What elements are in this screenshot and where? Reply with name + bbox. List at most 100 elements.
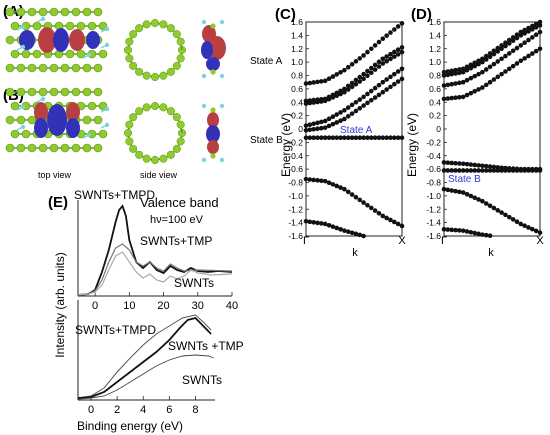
orbital-lobe bbox=[66, 102, 80, 122]
band-point bbox=[303, 135, 309, 140]
band-point bbox=[392, 219, 397, 225]
band-point bbox=[503, 40, 508, 46]
band-point bbox=[468, 229, 474, 235]
carbon-atom bbox=[159, 20, 168, 29]
band-point bbox=[349, 111, 355, 116]
band-point bbox=[464, 64, 470, 70]
carbon-atom bbox=[21, 129, 31, 139]
y-tick-label: -0.2 bbox=[288, 137, 303, 147]
band-point bbox=[491, 48, 497, 54]
band-point bbox=[518, 168, 524, 173]
band-point bbox=[349, 102, 355, 108]
band-point bbox=[315, 120, 320, 126]
y-tick-label: 1.4 bbox=[429, 30, 441, 40]
carbon-atom bbox=[49, 7, 59, 17]
band-point bbox=[353, 81, 359, 87]
band-point bbox=[453, 168, 458, 173]
band-point bbox=[395, 221, 401, 227]
band-point bbox=[526, 168, 531, 173]
band-point bbox=[530, 168, 535, 173]
band-point bbox=[315, 97, 320, 103]
carbon-atom bbox=[21, 49, 31, 59]
y-tick-label: 1.2 bbox=[291, 44, 303, 54]
bottom-x-tick-label: 0 bbox=[88, 404, 94, 416]
band-point bbox=[342, 116, 347, 122]
panel-d-xtick-gamma: Γ bbox=[441, 235, 447, 247]
band-point bbox=[357, 232, 363, 238]
band-point bbox=[334, 120, 340, 125]
band-point bbox=[464, 191, 470, 197]
top-x-tick-label: 10 bbox=[123, 300, 135, 312]
carbon-atom bbox=[98, 101, 108, 111]
band-point bbox=[342, 135, 347, 140]
carbon-atom bbox=[32, 21, 42, 31]
band-point bbox=[330, 135, 336, 140]
band-point bbox=[361, 103, 366, 108]
carbon-atom bbox=[60, 143, 70, 153]
band-point bbox=[380, 56, 386, 62]
band-point bbox=[483, 168, 489, 173]
band-point bbox=[365, 100, 370, 106]
orbital-lobe bbox=[69, 29, 85, 51]
y-tick-label: -0.4 bbox=[426, 151, 441, 161]
band-point bbox=[380, 135, 386, 140]
band-point bbox=[472, 60, 478, 66]
band-point bbox=[330, 92, 336, 98]
band-point bbox=[311, 97, 316, 103]
band-point bbox=[445, 69, 451, 74]
band-point bbox=[395, 47, 401, 52]
panel-a-orbital-inset bbox=[201, 19, 226, 79]
band-point bbox=[537, 46, 543, 52]
hydrogen-atom bbox=[219, 157, 225, 163]
band-point bbox=[322, 221, 328, 227]
band-point bbox=[464, 161, 470, 167]
carbon-atom bbox=[65, 21, 75, 31]
band-point bbox=[388, 135, 393, 140]
panel-c-xtick-x: X bbox=[398, 235, 406, 247]
band-point bbox=[384, 58, 389, 64]
carbon-atom bbox=[71, 63, 81, 73]
carbon-atom bbox=[71, 143, 81, 153]
y-tick-label: 1.6 bbox=[291, 17, 303, 27]
hydrogen-atom bbox=[20, 44, 26, 50]
band-point bbox=[457, 228, 462, 233]
orbital-lobe bbox=[206, 57, 220, 71]
band-point bbox=[388, 51, 393, 57]
band-point bbox=[460, 79, 466, 85]
band-point bbox=[506, 51, 512, 56]
hydrogen-atom bbox=[40, 96, 46, 102]
band-point bbox=[372, 135, 378, 140]
carbon-atom bbox=[210, 23, 216, 29]
carbon-atom bbox=[166, 150, 175, 159]
carbon-atom bbox=[27, 7, 37, 17]
band-point bbox=[384, 87, 389, 92]
band-point bbox=[514, 32, 520, 38]
band-point bbox=[384, 77, 389, 82]
carbon-atom bbox=[38, 143, 48, 153]
band-point bbox=[537, 230, 543, 235]
panel-e-label: (E) bbox=[48, 194, 68, 211]
band-point bbox=[499, 168, 504, 173]
band-point bbox=[303, 81, 309, 86]
y-tick-label: 1.0 bbox=[291, 57, 303, 67]
y-tick-label: -1.4 bbox=[288, 218, 303, 228]
band-point bbox=[495, 74, 501, 80]
band-point bbox=[457, 95, 462, 100]
band-point bbox=[480, 198, 485, 204]
band-point bbox=[510, 48, 516, 54]
band-point bbox=[365, 73, 370, 79]
band-point bbox=[445, 82, 451, 88]
carbon-atom bbox=[5, 7, 15, 17]
orbital-lobe bbox=[47, 104, 67, 136]
carbon-atom bbox=[60, 63, 70, 73]
band-point bbox=[491, 51, 497, 57]
band-point bbox=[522, 56, 527, 61]
carbon-atom bbox=[172, 144, 181, 153]
band-point bbox=[353, 77, 359, 83]
band-point bbox=[449, 71, 454, 77]
band-point bbox=[384, 33, 389, 38]
band-point bbox=[330, 182, 336, 187]
band-point bbox=[526, 225, 531, 230]
band-point bbox=[388, 84, 393, 90]
y-tick-label: 1.2 bbox=[429, 44, 441, 54]
